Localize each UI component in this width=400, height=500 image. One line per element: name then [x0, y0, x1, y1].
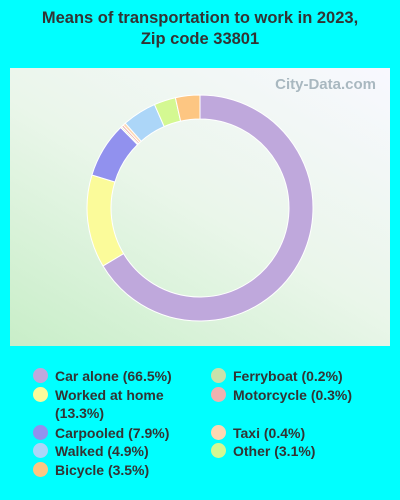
legend-item: Carpooled (7.9%)	[33, 424, 183, 442]
legend-swatch	[211, 443, 226, 458]
legend-text: Carpooled (7.9%)	[55, 424, 169, 442]
legend-swatch	[33, 368, 48, 383]
legend-label: Motorcycle	[233, 387, 307, 403]
legend-text: Motorcycle (0.3%)	[233, 386, 352, 404]
legend-text: Car alone (66.5%)	[55, 367, 172, 385]
legend-value: (7.9%)	[128, 425, 170, 441]
legend-item: Car alone (66.5%)	[33, 367, 183, 385]
legend-value: (0.3%)	[310, 387, 353, 403]
donut-slice	[102, 94, 314, 322]
legend-value: (66.5%)	[122, 368, 172, 384]
donut-slice	[86, 174, 125, 267]
watermark: City-Data.com	[275, 76, 376, 93]
legend-label: Car alone	[55, 368, 119, 384]
legend-item: Taxi (0.4%)	[211, 424, 381, 442]
legend-label: Other	[233, 443, 271, 459]
legend-text: Taxi (0.4%)	[233, 424, 305, 442]
legend-item: Other (3.1%)	[211, 442, 381, 460]
legend-label: Carpooled	[55, 425, 125, 441]
legend-item: Worked at home (13.3%)	[33, 386, 178, 422]
legend-swatch	[211, 368, 226, 383]
donut-slice	[174, 94, 201, 122]
legend-value: (3.5%)	[107, 462, 150, 478]
legend-value: (3.1%)	[274, 443, 316, 459]
legend-swatch	[211, 387, 226, 402]
legend-text: Ferryboat (0.2%)	[233, 367, 343, 385]
legend-swatch	[211, 425, 226, 440]
legend-label: Ferryboat	[233, 368, 298, 384]
legend-value: (0.2%)	[301, 368, 343, 384]
legend-item: Bicycle (3.5%)	[33, 461, 183, 479]
legend-text: Walked (4.9%)	[55, 442, 149, 460]
legend-text: Bicycle (3.5%)	[55, 461, 149, 479]
legend-label: Taxi	[233, 425, 260, 441]
chart-title: Means of transportation to work in 2023,…	[41, 9, 359, 48]
legend-text: Other (3.1%)	[233, 442, 315, 460]
legend-label: Worked at home	[55, 387, 164, 403]
legend-swatch	[33, 462, 48, 477]
legend-swatch	[33, 443, 48, 458]
legend-text: Worked at home (13.3%)	[55, 386, 178, 422]
legend-swatch	[33, 425, 48, 440]
legend-value: (0.4%)	[263, 425, 306, 441]
legend-item: Motorcycle (0.3%)	[211, 386, 381, 404]
legend-label: Bicycle	[55, 462, 105, 478]
legend-item: Ferryboat (0.2%)	[211, 367, 381, 385]
legend-item: Walked (4.9%)	[33, 442, 183, 460]
legend-label: Walked	[55, 443, 104, 459]
legend-swatch	[33, 387, 48, 402]
legend-value: (13.3%)	[55, 405, 105, 421]
legend-value: (4.9%)	[107, 443, 149, 459]
